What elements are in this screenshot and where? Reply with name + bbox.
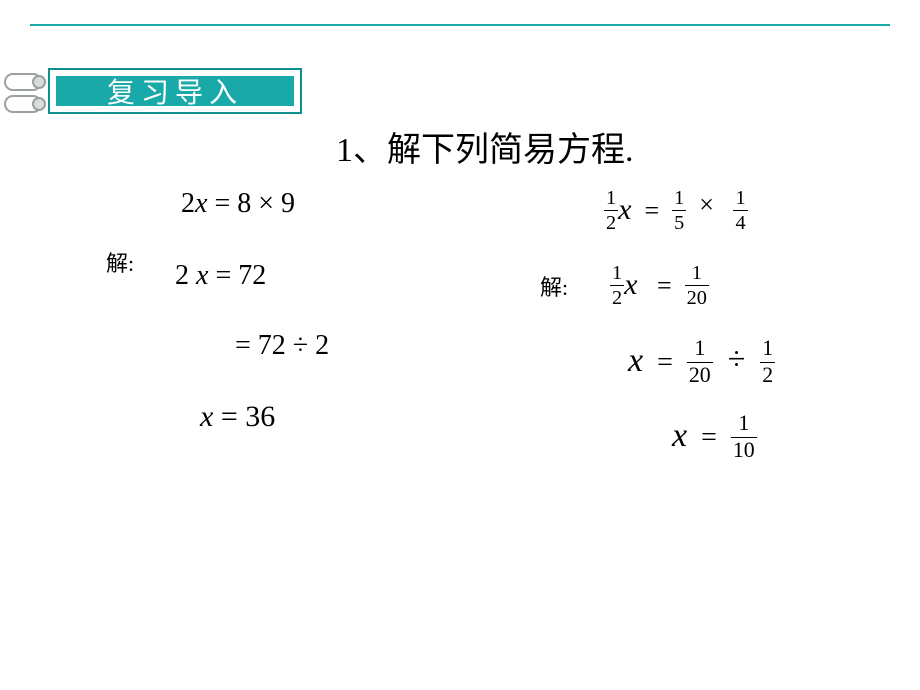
left-solve-label: 解: — [106, 246, 134, 278]
right-eq-2: 12x = 120 — [610, 265, 709, 311]
top-rule — [30, 24, 890, 26]
binder-ring-upper — [4, 73, 48, 93]
right-eq-4: x = 110 — [672, 415, 757, 464]
left-eq-1: 2x = 8 × 9 — [181, 188, 295, 220]
left-eq-4: x = 36 — [200, 400, 275, 434]
right-solve-label: 解: — [540, 270, 568, 302]
binder-ring-lower — [4, 95, 48, 115]
page-title: 1、解下列简易方程. — [336, 122, 634, 171]
right-eq-3: x = 120 ÷ 12 — [628, 340, 775, 389]
right-eq-1: 12x = 15 × 14 — [604, 190, 748, 236]
left-eq-3: = 72 ÷ 2 — [235, 330, 329, 362]
left-eq-2: 2 x = 72 — [175, 260, 266, 292]
section-tag: 复习导入 — [48, 68, 302, 114]
section-tag-label: 复习导入 — [56, 76, 294, 106]
